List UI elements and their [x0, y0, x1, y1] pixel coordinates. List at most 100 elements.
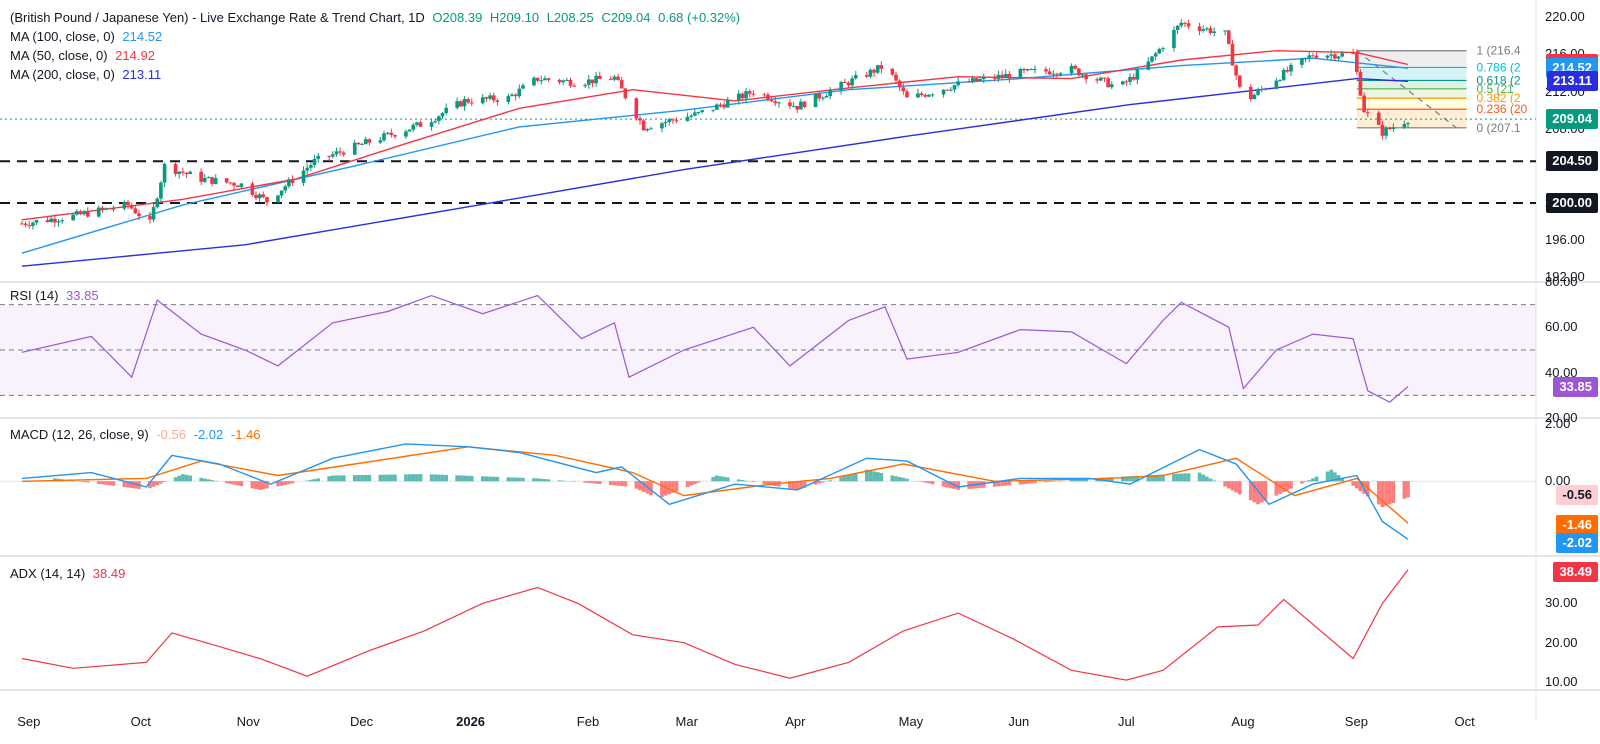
candle-body — [480, 97, 485, 104]
macd-histogram-bar — [1274, 481, 1279, 496]
macd-histogram-bar — [96, 481, 101, 484]
macd-histogram-bar — [828, 480, 832, 482]
macd-signal-line — [21, 446, 1409, 524]
macd-histogram-bar — [484, 476, 489, 482]
macd-histogram-bar — [133, 481, 138, 489]
macd-histogram-bar — [839, 477, 843, 482]
macd-histogram-bar — [338, 475, 342, 482]
price-tag-209-04: 209.04 — [1546, 109, 1598, 130]
candle-body — [210, 177, 214, 184]
macd-histogram-bar — [1223, 481, 1227, 487]
candle-body — [817, 93, 821, 99]
candle-body — [1106, 78, 1110, 88]
x-axis-label: Jun — [1008, 714, 1030, 729]
candle-body — [693, 112, 697, 116]
macd-histogram-bar — [634, 481, 639, 489]
macd-histogram-bar — [495, 476, 500, 482]
macd-histogram-bar — [740, 480, 745, 482]
candle-body — [235, 185, 240, 188]
fib-zone — [1356, 50, 1467, 68]
macd-histogram-bar — [1025, 481, 1030, 484]
macd-histogram-bar — [1314, 476, 1319, 482]
candle-body — [283, 186, 288, 191]
macd-histogram-bar — [1230, 481, 1235, 491]
macd-histogram-bar — [309, 479, 313, 482]
candle-body — [488, 95, 492, 99]
macd-histogram-bar — [1212, 480, 1216, 482]
x-axis-label: Oct — [130, 714, 151, 729]
candle-body — [956, 81, 960, 86]
candle-body — [316, 155, 320, 159]
macd-histogram-bar — [905, 478, 909, 482]
macd-histogram-bar — [1135, 475, 1140, 482]
candle-body — [34, 220, 39, 223]
candle-body — [711, 109, 715, 111]
candle-body — [718, 104, 723, 106]
macd-histogram-bar — [890, 475, 895, 482]
x-axis-label: Sep — [1344, 714, 1368, 729]
rsi-tick-label: 60.00 — [1545, 319, 1578, 335]
candle-body — [1402, 124, 1407, 128]
candle-body — [466, 99, 470, 103]
candle-body — [539, 80, 544, 82]
adx-label: ADX (14, 14) — [10, 566, 86, 581]
macd-histogram-bar — [693, 481, 697, 485]
candle-body — [747, 91, 752, 94]
macd-histogram-bar — [393, 474, 397, 482]
candle-body — [45, 220, 50, 222]
candle-body — [312, 158, 317, 166]
candle-body — [1007, 73, 1012, 79]
macd-histogram-bar — [1237, 481, 1242, 495]
candle-body — [122, 201, 127, 209]
macd-histogram-bar — [1150, 475, 1154, 482]
price-tag-200-00: 200.00 — [1546, 193, 1598, 214]
macd-histogram-bar — [1278, 481, 1282, 494]
macd-histogram-bar — [919, 481, 924, 482]
macd-label: MACD (12, 26, close, 9) — [10, 427, 149, 442]
candle-body — [843, 81, 847, 83]
macd-histogram-bar — [459, 475, 463, 482]
candle-body — [309, 165, 313, 168]
candle-body — [788, 102, 792, 107]
x-axis-label: 2026 — [456, 714, 486, 729]
candle-body — [744, 91, 748, 99]
macd-histogram-bar — [181, 474, 185, 482]
candle-body — [137, 213, 141, 217]
candle-body — [513, 94, 518, 97]
candle-body — [700, 110, 704, 112]
candle-body — [107, 208, 112, 210]
candle-body — [287, 179, 291, 187]
macd-histogram-bar — [506, 477, 511, 482]
candle-body — [60, 220, 64, 222]
macd-histogram-bar — [510, 477, 514, 482]
macd-histogram-bar — [232, 481, 236, 485]
candle-body — [1303, 57, 1308, 59]
macd-histogram-bar — [612, 481, 617, 486]
candle-body — [261, 194, 266, 197]
macd-histogram-bar — [722, 476, 726, 482]
candle-body — [385, 132, 390, 134]
candle-body — [740, 93, 745, 99]
candle-body — [777, 102, 781, 104]
candle-body — [510, 94, 514, 97]
candle-body — [184, 172, 189, 174]
macd-histogram-bar — [1029, 481, 1034, 484]
candle-body — [177, 171, 181, 174]
candle-body — [894, 74, 898, 81]
adx-value-tag: 38.49 — [1553, 561, 1598, 582]
macd-histogram-bar — [663, 481, 668, 496]
macd-histogram-bar — [480, 476, 485, 482]
macd-histogram-bar — [1376, 481, 1381, 505]
macd-line — [21, 443, 1409, 540]
candle-body — [1289, 64, 1293, 72]
candle-body — [722, 104, 726, 108]
macd-histogram-bar — [100, 481, 105, 485]
macd-histogram-bar — [1325, 471, 1330, 482]
macd-histogram-bar — [488, 476, 492, 482]
candle-body — [535, 77, 540, 81]
macd-histogram-bar — [1303, 481, 1308, 482]
candle-body — [129, 204, 134, 209]
candle-body — [890, 68, 895, 75]
candle-body — [875, 65, 880, 73]
